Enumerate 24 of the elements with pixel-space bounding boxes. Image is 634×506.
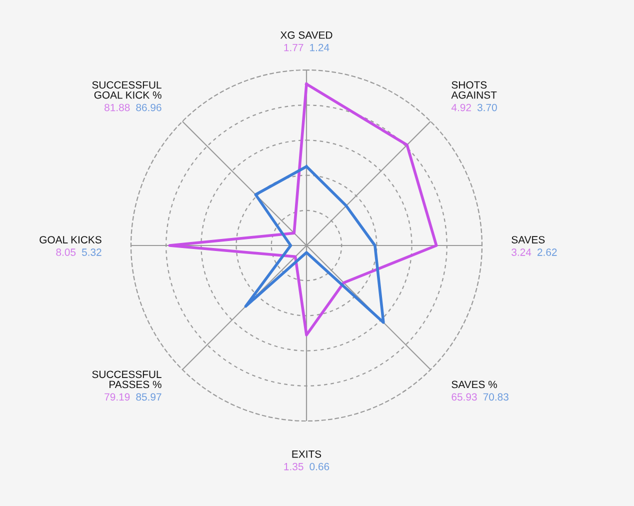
spoke-label: SAVES	[512, 236, 545, 244]
text: 2.62	[538, 248, 557, 256]
text: 70.83	[483, 393, 508, 401]
text: 0.66	[310, 462, 330, 470]
text: 86.96	[136, 104, 162, 112]
spoke-label: EXITS	[292, 450, 322, 458]
text: 79.19	[104, 393, 130, 401]
text: 81.88	[104, 104, 130, 112]
spoke-label: SUCCESSFUL GOAL KICK %	[92, 81, 162, 99]
spoke-label: GOAL KICKS	[40, 236, 102, 244]
text: 1.35	[284, 462, 304, 470]
text: 3.24	[512, 248, 532, 256]
text: 8.05	[56, 248, 76, 256]
text: 85.97	[136, 393, 162, 401]
text: 3.70	[477, 104, 497, 112]
text: 4.92	[451, 104, 471, 112]
spoke-label: XG SAVED	[280, 31, 332, 39]
text: 1.24	[310, 44, 330, 52]
spoke-label: SAVES %	[452, 380, 497, 388]
text: 65.93	[452, 393, 477, 401]
spoke-label: SUCCESSFUL PASSES %	[92, 370, 162, 388]
text: 5.32	[82, 248, 102, 256]
text: 1.77	[284, 44, 304, 52]
spoke-label: SHOTS AGAINST	[451, 81, 497, 99]
